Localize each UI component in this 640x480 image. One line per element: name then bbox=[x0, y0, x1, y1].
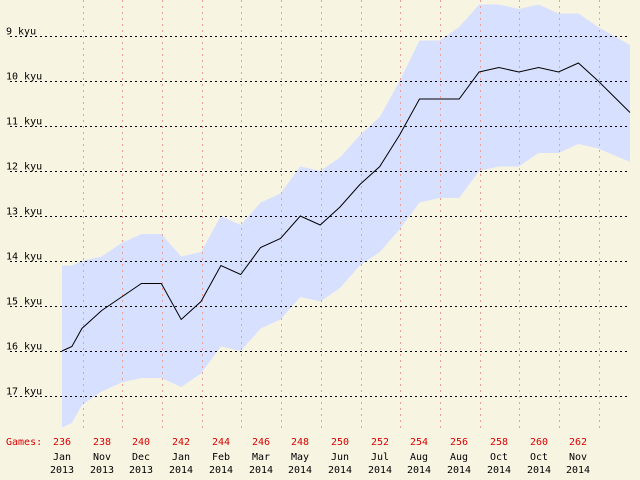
date-month-label: Nov bbox=[93, 452, 111, 463]
date-month-label: Jul bbox=[371, 452, 389, 463]
date-year-label: 2013 bbox=[90, 465, 114, 476]
date-month-label: May bbox=[291, 452, 309, 463]
games-tick-label: 256 bbox=[450, 437, 468, 448]
games-tick-label: 240 bbox=[132, 437, 150, 448]
y-tick-label: 13 kyu bbox=[6, 207, 42, 218]
date-year-label: 2014 bbox=[487, 465, 511, 476]
date-year-label: 2014 bbox=[288, 465, 312, 476]
date-year-label: 2014 bbox=[328, 465, 352, 476]
date-month-label: Feb bbox=[212, 452, 230, 463]
y-axis-labels: 9 kyu 10 kyu 11 kyu 12 kyu 13 kyu 14 kyu 15 ky… bbox=[6, 27, 42, 398]
games-tick-label: 254 bbox=[410, 437, 428, 448]
date-year-label: 2014 bbox=[169, 465, 193, 476]
date-month-label: Aug bbox=[410, 452, 428, 463]
games-label: Games: bbox=[6, 437, 42, 448]
date-year-label: 2014 bbox=[566, 465, 590, 476]
date-year-label: 2013 bbox=[129, 465, 153, 476]
y-tick-label: 17 kyu bbox=[6, 387, 42, 398]
y-tick-label: 12 kyu bbox=[6, 162, 42, 173]
date-year-label: 2013 bbox=[50, 465, 74, 476]
date-month-label: Aug bbox=[450, 452, 468, 463]
games-tick-label: 244 bbox=[212, 437, 230, 448]
date-month-label: Dec bbox=[132, 452, 150, 463]
date-year-label: 2014 bbox=[527, 465, 551, 476]
date-month-label: Nov bbox=[569, 452, 587, 463]
games-tick-label: 262 bbox=[569, 437, 587, 448]
y-tick-label: 11 kyu bbox=[6, 117, 42, 128]
games-tick-label: 258 bbox=[490, 437, 508, 448]
y-tick-label: 15 kyu bbox=[6, 297, 42, 308]
date-month-label: Jun bbox=[331, 452, 349, 463]
y-tick-label: 10 kyu bbox=[6, 72, 42, 83]
date-year-label: 2014 bbox=[407, 465, 431, 476]
date-month-label: Oct bbox=[490, 452, 508, 463]
games-tick-label: 238 bbox=[93, 437, 111, 448]
games-tick-labels: 236 238 240 242 244 246 248 250 252 254 256 258 260 2… bbox=[53, 437, 587, 448]
games-tick-label: 242 bbox=[172, 437, 190, 448]
date-year-label: 2014 bbox=[447, 465, 471, 476]
games-tick-label: 236 bbox=[53, 437, 71, 448]
games-tick-label: 248 bbox=[291, 437, 309, 448]
y-tick-label: 16 kyu bbox=[6, 342, 42, 353]
date-year-label: 2014 bbox=[249, 465, 273, 476]
y-tick-label: 9 kyu bbox=[6, 27, 36, 38]
games-tick-label: 252 bbox=[371, 437, 389, 448]
rank-line bbox=[61, 62, 631, 352]
games-tick-label: 250 bbox=[331, 437, 349, 448]
y-tick-label: 14 kyu bbox=[6, 252, 42, 263]
games-tick-label: 260 bbox=[530, 437, 548, 448]
date-year-label: 2014 bbox=[368, 465, 392, 476]
date-month-label: Jan bbox=[172, 452, 190, 463]
date-month-label: Oct bbox=[530, 452, 548, 463]
date-month-label: Jan bbox=[53, 452, 71, 463]
games-tick-label: 246 bbox=[252, 437, 270, 448]
date-year-label: 2014 bbox=[209, 465, 233, 476]
date-month-label: Mar bbox=[252, 452, 270, 463]
date-tick-labels: Jan 2013 Nov 2013 Dec 2013 Jan 2014 Feb 2014 Mar 20… bbox=[50, 452, 590, 476]
horizontal-gridlines bbox=[10, 36, 630, 397]
